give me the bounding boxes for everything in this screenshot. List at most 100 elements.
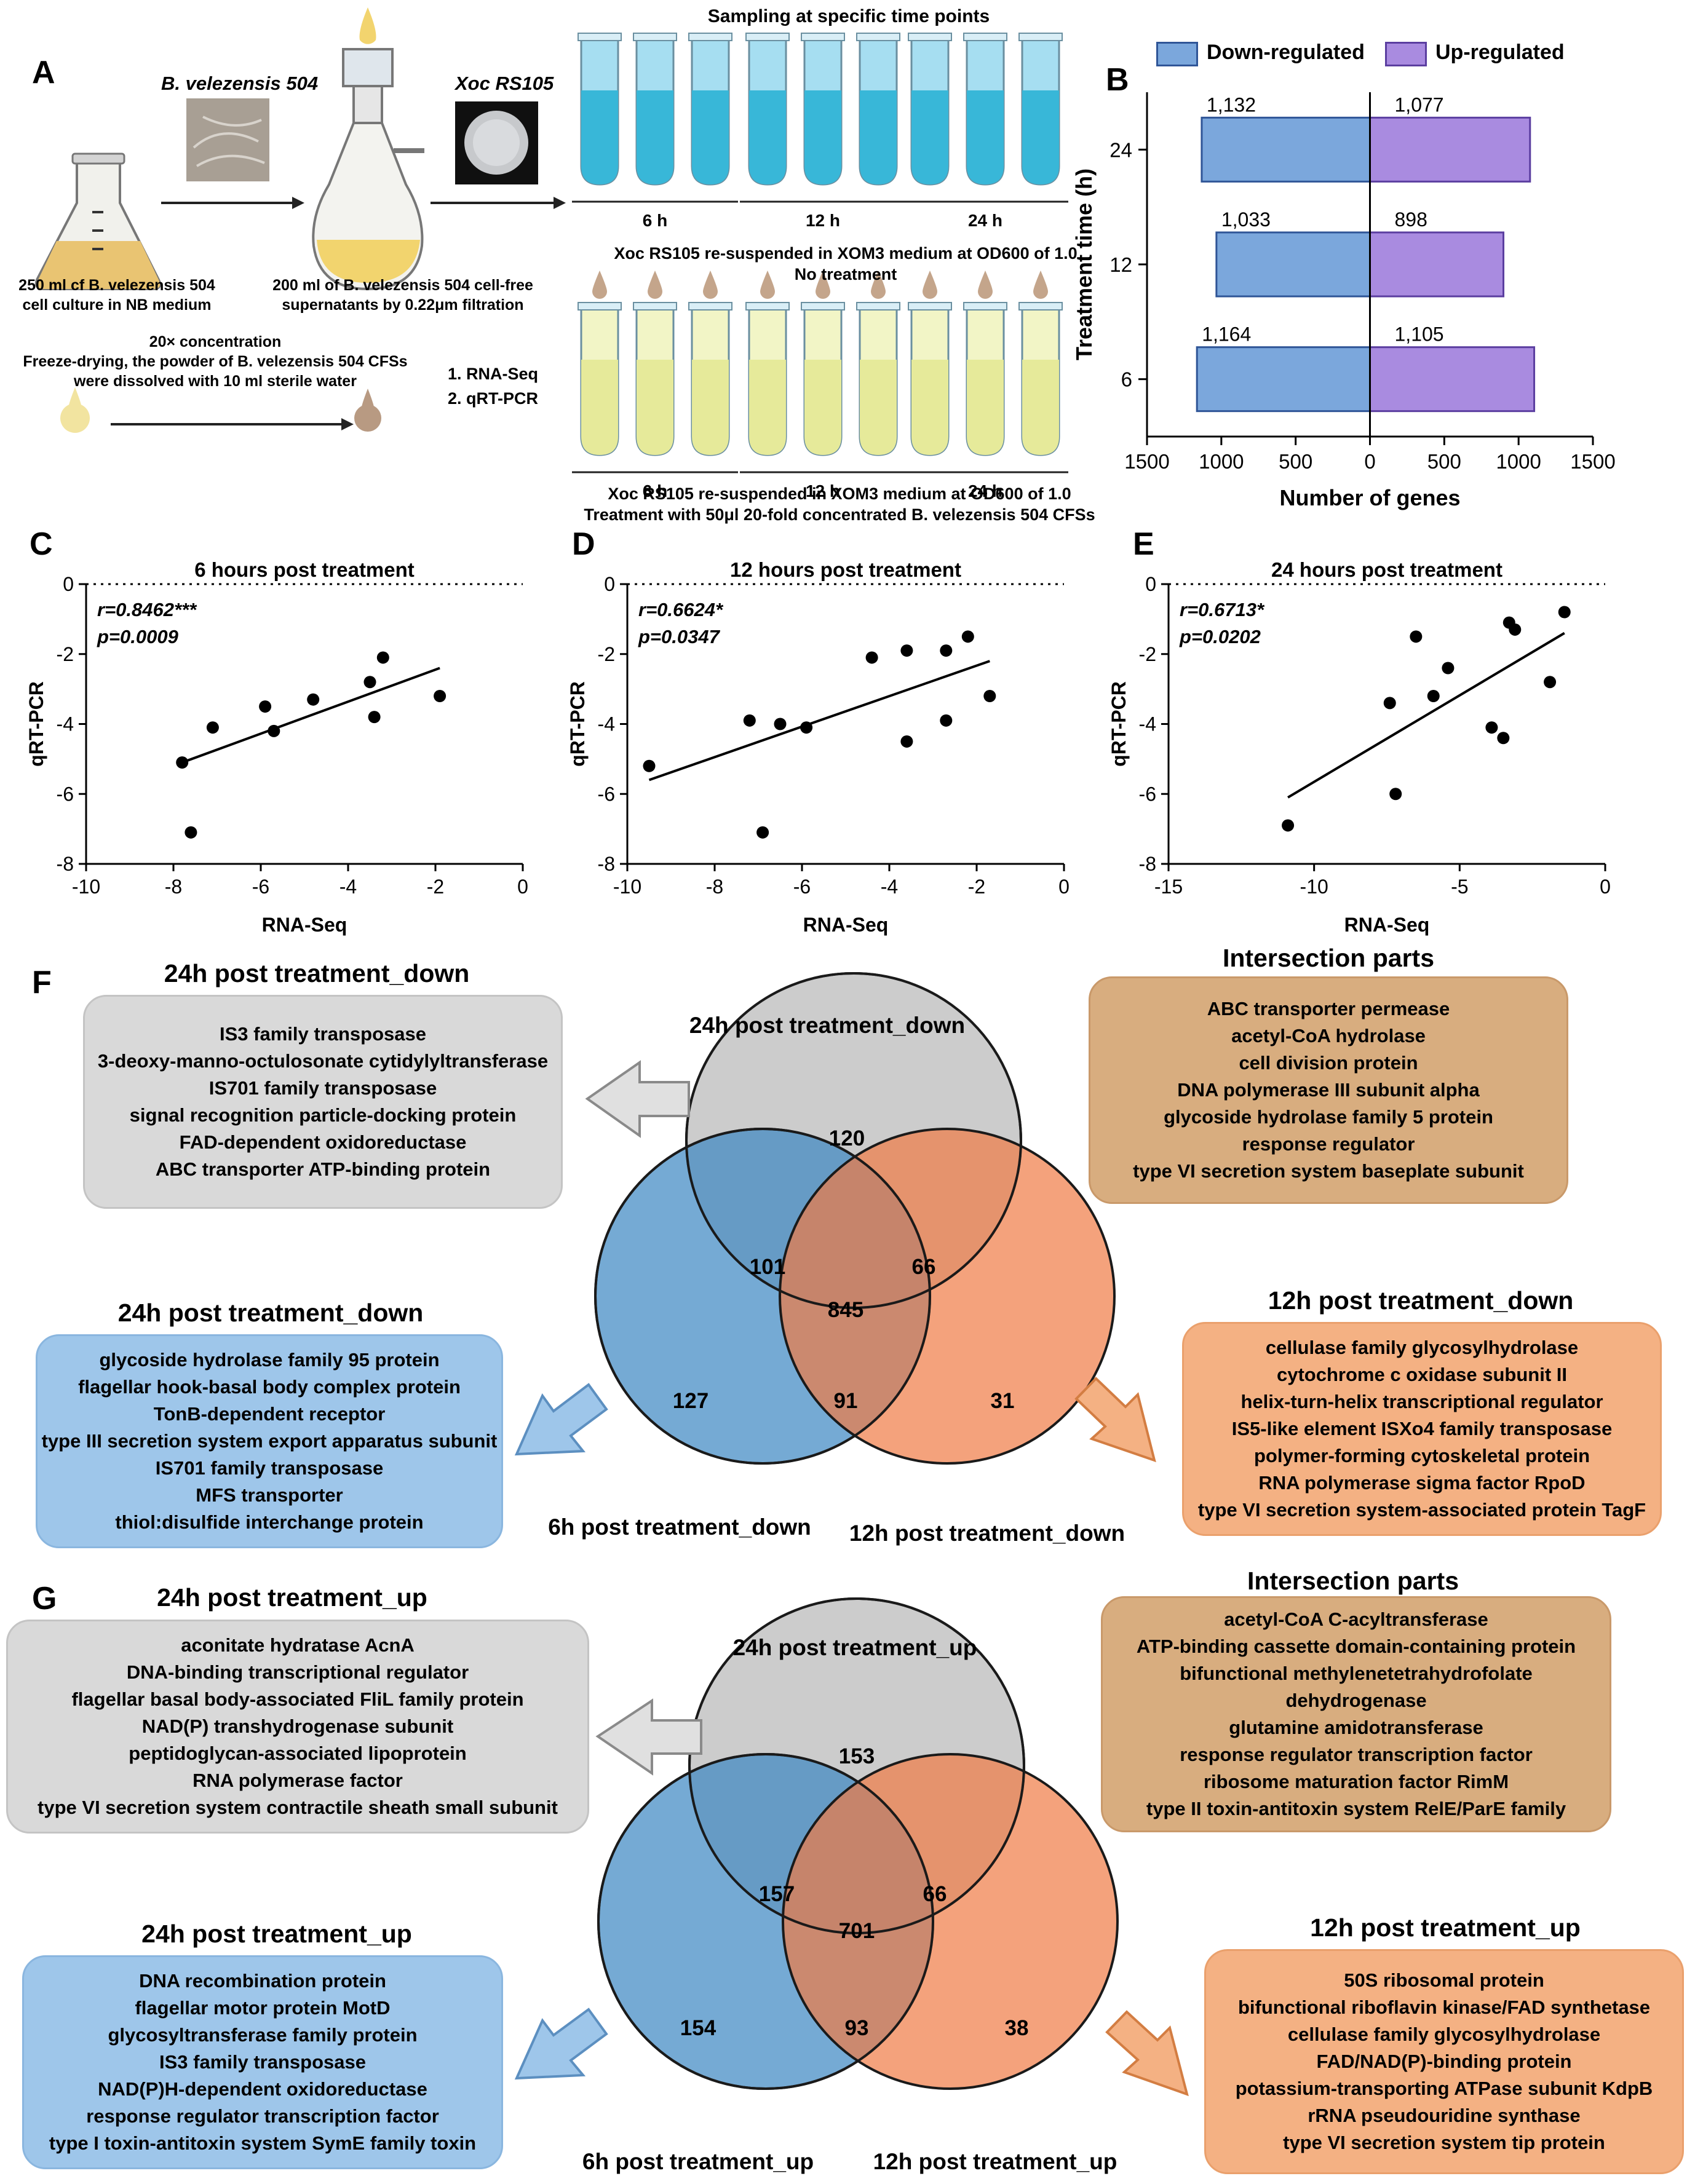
venn-g-top-left: 157 [759, 1882, 795, 1906]
bar-label-up: 1,077 [1395, 93, 1444, 116]
x-tick-label: -15 [1154, 876, 1183, 898]
data-point [376, 651, 389, 664]
y-axis-title: qRT-PCR [566, 681, 589, 767]
venn-f-right-only: 31 [991, 1389, 1015, 1413]
stat-p: p=0.0009 [97, 626, 179, 647]
y-tick-label: 24 [1109, 138, 1132, 161]
legend-up-label: Up-regulated [1435, 41, 1565, 64]
y-tick-label: -4 [57, 713, 74, 735]
x-tick-label: -8 [706, 876, 723, 898]
bar-label-up: 898 [1395, 208, 1427, 231]
x-tick-label: 1500 [1570, 450, 1615, 473]
x-tick-label: -2 [968, 876, 985, 898]
y-tick-label: -2 [57, 643, 74, 665]
drop-icon [760, 271, 775, 299]
data-point [1389, 788, 1402, 801]
chart-b: 1,132 1,077 24 1,033 898 12 1,164 1,105 6 1500 100… [1071, 92, 1616, 510]
x-tick-label: -4 [339, 876, 357, 898]
f-tan-box: ABC transporter permease acetyl-CoA hydro… [1089, 976, 1568, 1204]
venn-f-left-only: 127 [673, 1389, 709, 1413]
drop-icon [60, 403, 90, 433]
organism-label: B. velezensis 504 [161, 73, 319, 94]
bar-up [1369, 346, 1536, 413]
venn-f-top-left: 101 [750, 1255, 785, 1279]
panel-c-letter: C [30, 526, 53, 562]
y-tick-label: 0 [1145, 573, 1156, 595]
venn-f-left-right: 91 [834, 1389, 858, 1413]
y-axis-title: qRT-PCR [25, 681, 47, 767]
bar-down [1215, 231, 1371, 298]
time-label: 12 h [806, 481, 840, 501]
drop-icon [703, 271, 718, 299]
g-blue-box: DNA recombination protein flagellar motor… [22, 1955, 503, 2169]
f-blue-box-title: 24h post treatment_down [117, 1299, 424, 1327]
x-axis-title: RNA-Seq [1344, 914, 1430, 936]
panel-e-letter: E [1133, 526, 1154, 562]
panel-f-letter: F [32, 965, 52, 1000]
venn-f-top-right: 66 [912, 1255, 936, 1279]
drop-icon [648, 271, 662, 299]
drop-icon [359, 7, 376, 44]
venn-f-left-label: 6h post treatment_down [548, 1514, 811, 1540]
venn-g-left-only: 154 [680, 2016, 717, 2040]
data-point [940, 714, 953, 727]
data-point [259, 700, 272, 713]
drop-icon [1033, 271, 1048, 299]
arrow-icon [1105, 2010, 1189, 2097]
y-tick-label: -6 [598, 783, 615, 805]
y-tick-label: 6 [1121, 368, 1132, 391]
f-orange-box-title: 12h post treatment_down [1268, 1286, 1574, 1315]
data-point [1383, 697, 1396, 710]
fit-line [648, 660, 990, 781]
data-point [1282, 819, 1295, 832]
time-label: 6 h [643, 481, 667, 501]
y-tick-label: 12 [1109, 253, 1132, 276]
treatment-caption: Xoc RS105 re-suspended in XOM3 medium at… [584, 485, 1095, 524]
time-label: 24 h [968, 211, 1002, 230]
fit-line [1287, 631, 1565, 799]
stat-p: p=0.0347 [638, 626, 721, 647]
y-tick-label: -2 [598, 643, 615, 665]
x-tick-label: -10 [72, 876, 100, 898]
legend-down-swatch [1156, 42, 1198, 66]
stat-r: r=0.8462*** [97, 599, 197, 620]
x-axis-title: Number of genes [1279, 485, 1460, 510]
venn-f-right-circle [779, 1128, 1116, 1465]
data-point [1509, 623, 1522, 636]
venn-g-left-label: 6h post treatment_up [582, 2149, 814, 2174]
drop-icon [354, 405, 381, 432]
g-orange-box-title: 12h post treatment_up [1310, 1913, 1581, 1942]
data-point [1497, 732, 1510, 745]
data-point [743, 714, 756, 727]
bar-label-down: 1,132 [1207, 93, 1256, 116]
panel-a-letter: A [32, 55, 55, 90]
y-tick-label: -8 [598, 853, 615, 875]
xoc-label: Xoc RS105 [455, 73, 554, 94]
data-point [206, 721, 219, 734]
data-point [756, 826, 769, 839]
stat-r: r=0.6713* [1180, 599, 1265, 620]
x-tick-label: -5 [1451, 876, 1468, 898]
x-tick-label: 500 [1427, 450, 1461, 473]
x-axis-title: RNA-Seq [803, 914, 889, 936]
data-point [1485, 721, 1498, 734]
y-axis-title: qRT-PCR [1108, 681, 1130, 767]
x-tick-label: 1500 [1124, 450, 1169, 473]
data-point [363, 676, 376, 689]
bar-down [1196, 346, 1371, 413]
x-tick-label: 500 [1279, 450, 1312, 473]
arrow-icon [514, 2008, 608, 2080]
x-tick-label: -2 [427, 876, 444, 898]
data-point [983, 690, 996, 702]
x-tick-label: 0 [517, 876, 528, 898]
fit-line [181, 667, 440, 764]
bar-up [1369, 116, 1531, 183]
x-tick-label: 1000 [1496, 450, 1541, 473]
arrow-icon [585, 1060, 690, 1138]
data-point [176, 756, 189, 769]
y-tick-label: -4 [1139, 713, 1156, 735]
data-point [185, 826, 197, 839]
venn-g-center: 701 [839, 1919, 875, 1943]
y-tick-label: 0 [604, 573, 615, 595]
